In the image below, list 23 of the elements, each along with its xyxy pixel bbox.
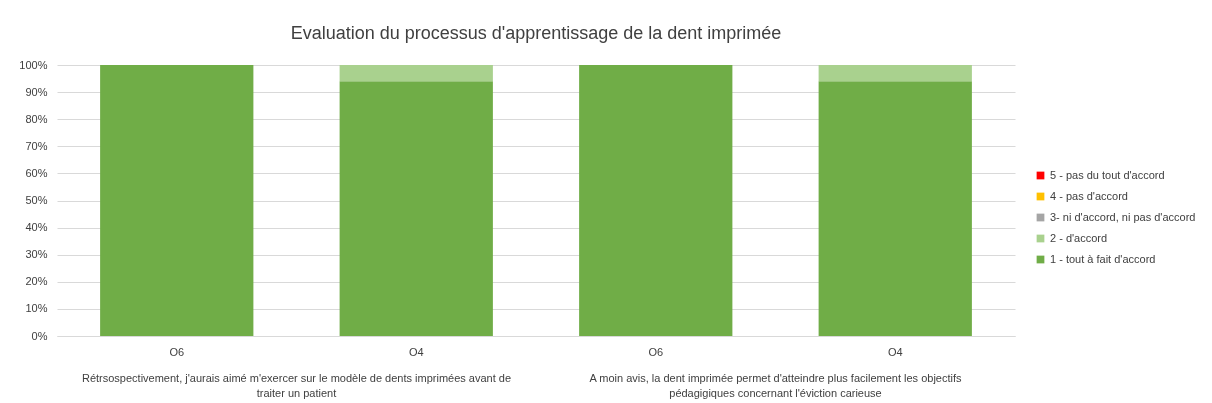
legend-label: 1 - tout à fait d'accord xyxy=(1050,252,1156,265)
y-tick-label: 80% xyxy=(25,112,48,125)
y-tick-label: 40% xyxy=(25,221,48,234)
y-tick-label: 0% xyxy=(31,329,48,342)
y-tick-label: 50% xyxy=(25,194,48,206)
legend-label: 4 - pas d'accord xyxy=(1050,189,1128,202)
y-tick-label: 100% xyxy=(19,58,48,71)
legend-label: 3- ni d'accord, ni pas d'accord xyxy=(1050,210,1196,223)
y-tick-label: 70% xyxy=(25,139,48,152)
x-tick-label: O4 xyxy=(887,345,903,358)
y-tick-label: 20% xyxy=(25,275,48,288)
legend-label: 2 - d'accord xyxy=(1050,231,1108,244)
legend-label: 5 - pas du tout d'accord xyxy=(1050,168,1165,181)
chart-title: Evaluation du processus d'apprentissage de la dent imprimée xyxy=(290,23,782,43)
y-tick-label: 10% xyxy=(25,302,48,315)
x-tick-label: O4 xyxy=(408,345,424,358)
y-tick-label: 30% xyxy=(25,248,48,261)
x-tick-label: O6 xyxy=(169,345,185,358)
text: A moin avis, la dent imprimée permet d'atteindre plus facilement les objectifs pédagigiques concernant l'éviction carieuse xyxy=(589,372,962,399)
y-tick-label: 90% xyxy=(25,85,48,98)
y-tick-label: 60% xyxy=(25,166,48,179)
text: Rétrsospectivement, j'aurais aimé m'exercer sur le modèle de dents imprimées avant de traiter un patient xyxy=(81,372,512,399)
x-tick-label: O6 xyxy=(648,345,664,358)
